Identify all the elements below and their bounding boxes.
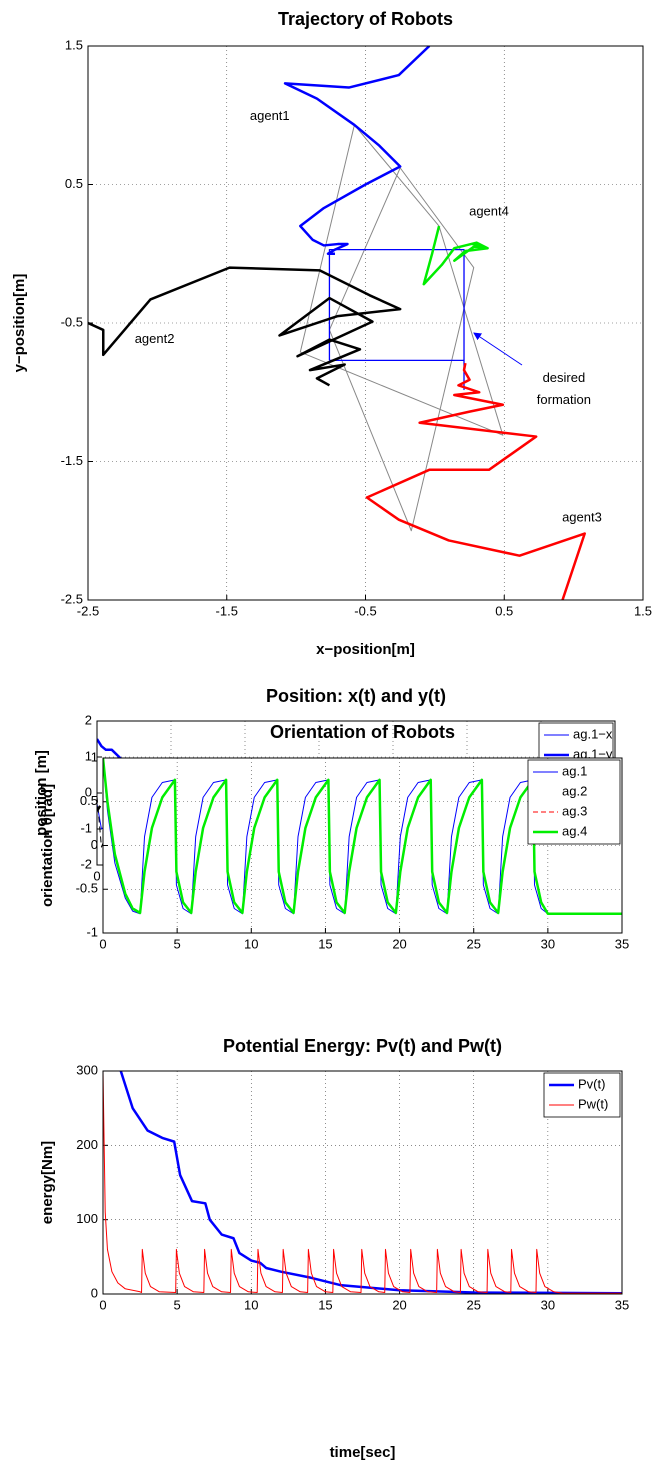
x-tick-label: 0 [93,868,100,883]
y-tick-label: -0.5 [76,881,98,896]
y-tick-label: 100 [76,1211,98,1226]
y-tick-label: 1 [85,748,92,763]
legend-label: ag.2 [562,783,587,798]
legend-label: ag.1 [562,763,587,778]
y-tick-label: 1 [91,749,98,764]
y-tick-label: -2.5 [61,591,83,606]
x-tick-label: 35 [615,1297,629,1312]
series-line [103,1071,622,1294]
y-tick-label: 200 [76,1137,98,1152]
x-tick-label: 25 [466,1297,480,1312]
legend-label: Pv(t) [578,1076,605,1091]
y-axis-label: y−position[m] [11,274,28,373]
annotation: agent3 [562,510,602,525]
series-group [103,758,622,915]
annotation: desired [543,370,586,385]
chart-title: Trajectory of Robots [278,9,453,29]
x-tick-label: 20 [392,1297,406,1312]
x-tick-label: 25 [466,936,480,951]
x-tick-label: 0 [99,936,106,951]
x-axis-label: time[sec] [330,1444,396,1461]
chart-title: Potential Energy: Pv(t) and Pw(t) [223,1036,502,1056]
series-line [299,124,504,436]
y-tick-label: 0 [91,837,98,852]
x-tick-label: 15 [318,936,332,951]
x-tick-label: 10 [244,936,258,951]
x-tick-label: 20 [392,936,406,951]
legend-box [543,1072,621,1118]
x-tick-label: 5 [174,936,181,951]
series-line [103,758,622,915]
series-line [88,266,402,387]
series-line [365,362,586,600]
y-tick-label: 1.5 [65,37,83,52]
y-tick-label: -1 [80,820,92,835]
axes-frame [102,757,623,934]
series-line [119,1071,622,1294]
axes-frame [102,1070,623,1295]
axes-frame [87,45,644,601]
x-tick-label: 30 [541,936,555,951]
x-tick-label: 0.5 [495,603,513,618]
annotation: agent1 [250,108,290,123]
annotation: agent2 [135,331,175,346]
series-line [328,167,475,532]
y-axis-label: position [m] [33,750,50,836]
y-tick-label: -2 [80,856,92,871]
legend-label: ag.4 [562,823,587,838]
series-line [283,46,431,255]
chart-title: Position: x(t) and y(t) [266,686,446,706]
y-tick-label: 2 [85,712,92,727]
x-tick-label: 1.5 [634,603,652,618]
x-tick-label: 10 [244,1297,258,1312]
x-axis-label: x−position[m] [316,641,415,658]
x-tick-label: -2.5 [77,603,99,618]
y-tick-label: 0 [85,784,92,799]
y-tick-label: 0.5 [80,793,98,808]
y-tick-label: -1.5 [61,453,83,468]
x-tick-label: 30 [541,1297,555,1312]
x-tick-label: -1.5 [216,603,238,618]
x-tick-label: 5 [174,1297,181,1312]
legend-label: ag.3 [562,803,587,818]
annotation: agent4 [469,204,509,219]
series-line [328,248,465,391]
y-tick-label: 0.5 [65,176,83,191]
x-tick-label: 35 [615,936,629,951]
y-axis-label: energy[Nm] [39,1141,56,1224]
chart-title: Orientation of Robots [270,722,455,742]
legend-box [527,759,621,845]
x-tick-label: 0 [99,1297,106,1312]
y-tick-label: 300 [76,1062,98,1077]
annotation-arrow [473,332,523,366]
x-tick-label: 15 [318,1297,332,1312]
y-tick-label: 0 [91,1285,98,1300]
y-axis-label: orientation θ[rad] [39,784,56,907]
legend-label: Pw(t) [578,1096,608,1111]
annotation: formation [537,392,591,407]
series-group [103,1071,622,1294]
y-tick-label: -0.5 [61,314,83,329]
y-tick-label: -1 [86,924,98,939]
series-group [88,46,586,600]
series-line [422,225,489,286]
x-tick-label: -0.5 [354,603,376,618]
legend-label: ag.1−x [573,726,613,741]
